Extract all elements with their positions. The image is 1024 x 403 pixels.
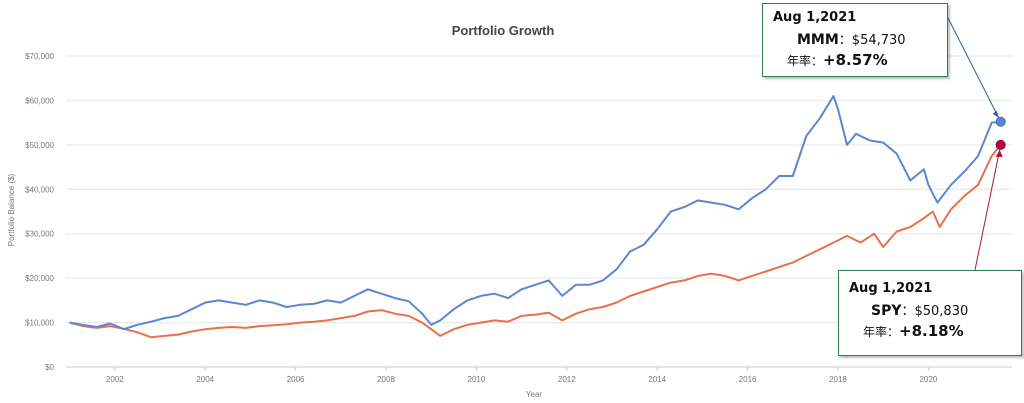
spy-leader-arrow <box>995 149 1003 157</box>
x-axis-ticks: 2002 2004 2006 2008 2010 2012 2014 2016 2018 2020 <box>106 367 938 384</box>
mmm-callout-date: Aug 1,2021 <box>773 10 857 25</box>
mmm-leader-arrow <box>992 110 999 118</box>
y-tick-label: $20,000 <box>25 274 54 283</box>
chart-title: Portfolio Growth <box>452 23 555 38</box>
mmm-callout-value: ：$54,730 <box>838 33 906 48</box>
spy-callout-rate-label: 年率： <box>863 325 900 339</box>
y-tick-label: $0 <box>45 363 54 372</box>
series-line-spy <box>69 144 1002 339</box>
mmm-callout-rate-label: 年率： <box>787 54 824 68</box>
x-tick-label: 2010 <box>468 375 486 384</box>
series-line-mmm <box>69 95 1001 331</box>
y-axis-label: Portfolio Balance ($) <box>7 173 16 246</box>
spy-callout: Aug 1,2021 SPY：$50,830 年率：+8.18% <box>838 270 1022 356</box>
x-tick-label: 2004 <box>196 375 214 384</box>
x-tick-label: 2002 <box>106 375 124 384</box>
y-tick-label: $60,000 <box>25 96 54 105</box>
mmm-callout-ticker: MMM <box>797 32 839 48</box>
series-lines <box>69 95 1002 339</box>
x-tick-label: 2016 <box>739 375 757 384</box>
y-axis-ticks: $0 $10,000 $20,000 $30,000 $40,000 $50,000 $60… <box>25 52 54 372</box>
spy-end-marker <box>995 139 1006 150</box>
callout-leaders <box>947 17 1006 271</box>
y-tick-label: $30,000 <box>25 230 54 239</box>
spy-leader-line <box>974 149 1001 271</box>
x-axis-label: Year <box>526 390 543 399</box>
y-tick-label: $70,000 <box>25 52 54 61</box>
x-tick-label: 2006 <box>287 375 305 384</box>
x-tick-label: 2014 <box>648 375 666 384</box>
y-tick-label: $10,000 <box>25 319 54 328</box>
x-tick-label: 2018 <box>829 375 847 384</box>
x-tick-label: 2020 <box>919 375 937 384</box>
y-tick-label: $40,000 <box>25 185 54 194</box>
mmm-callout-rate: +8.57% <box>823 51 888 69</box>
spy-callout-date: Aug 1,2021 <box>849 281 933 296</box>
spy-callout-value: ：$50,830 <box>901 304 969 319</box>
x-tick-label: 2008 <box>377 375 395 384</box>
y-tick-label: $50,000 <box>25 141 54 150</box>
mmm-end-marker <box>995 116 1006 127</box>
mmm-callout: Aug 1,2021 MMM：$54,730 年率：+8.57% <box>762 3 948 77</box>
spy-callout-ticker: SPY <box>871 303 902 319</box>
spy-callout-rate: +8.18% <box>899 322 964 340</box>
mmm-leader-line <box>947 17 1000 118</box>
x-tick-label: 2012 <box>558 375 576 384</box>
